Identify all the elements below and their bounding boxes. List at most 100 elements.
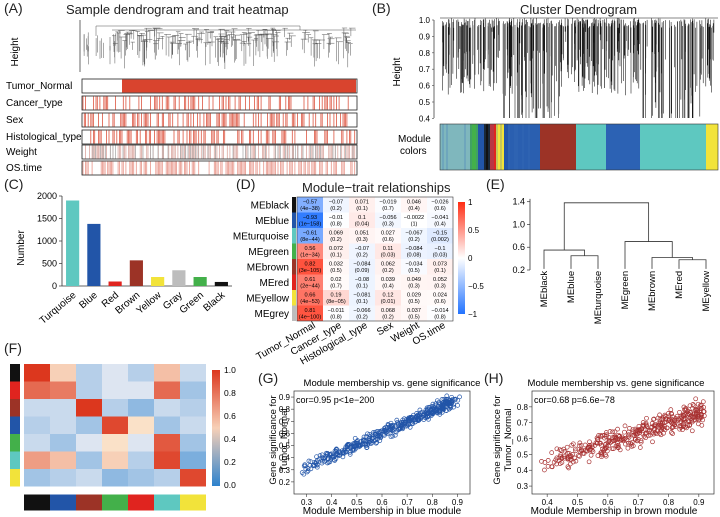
scatter-point [682, 407, 687, 413]
row-module-color [10, 469, 20, 487]
row-color-megreen [292, 243, 296, 259]
scatter-point [392, 432, 398, 438]
leaf-mered: MEred [674, 271, 685, 299]
scatter-point [620, 435, 626, 441]
module-color-frame [439, 123, 719, 171]
heat-cell [375, 228, 401, 244]
scatter-point [622, 429, 627, 435]
scatter-point [551, 459, 557, 465]
cell-correlation: 0.052 [433, 277, 447, 283]
adjacency-cell [50, 451, 76, 469]
panel-b-ytick: 0.8 [419, 49, 431, 58]
leaf-meblack: MEblack [539, 271, 550, 308]
scatter-point [680, 413, 686, 418]
panel-d-title: Module−trait relationships [302, 180, 451, 195]
panel-e-ytick: 0.2 [512, 265, 525, 275]
scatter-point [455, 397, 461, 403]
cell-pvalue: (0.1) [356, 206, 368, 212]
adjacency-cell [180, 416, 206, 434]
panel-g: Module membership vs. gene significance … [268, 378, 480, 517]
ytick-label: 0.7 [517, 419, 529, 428]
cell-correlation: 0.12 [383, 293, 394, 299]
xtick-label: 0.8 [663, 498, 675, 507]
heat-cell [375, 197, 401, 213]
panel-e-leaf-labels: MEblack MEblue MEturquoise MEgreen MEbrown ME… [539, 271, 712, 325]
scatter-point [320, 458, 325, 464]
panel-e-ytick: 1.0 [512, 219, 525, 229]
scatter-point [347, 452, 353, 457]
scatter-point [697, 408, 703, 413]
heat-cell [323, 259, 349, 275]
scatter-point [674, 413, 680, 419]
scatter-point [361, 434, 367, 440]
ytick-label: 0.5 [517, 450, 529, 459]
panel-d-row-labels: MEblack MEblue MEturquoise MEgreen MEbrown ME… [233, 200, 290, 320]
scatter-point [613, 436, 619, 441]
cell-pvalue: (0.5) [408, 299, 420, 305]
col-module-color [76, 494, 102, 511]
scatter-point [680, 427, 685, 433]
scatter-point [408, 415, 413, 421]
col-module-color [50, 494, 76, 511]
cell-pvalue: (1) [411, 221, 418, 227]
scatter-point [558, 452, 564, 458]
scatter-point [689, 428, 695, 434]
adjacency-cell [102, 451, 128, 469]
heat-cell [427, 305, 453, 321]
cell-correlation: 0.071 [355, 200, 369, 206]
colorbar-tick: −1 [468, 310, 478, 319]
cell-pvalue: (1e−34) [300, 252, 320, 258]
scatter-point [570, 441, 576, 447]
bar-label-black: Black [202, 289, 229, 314]
module-color-segment [496, 124, 504, 170]
heat-cell [297, 197, 323, 213]
scatter-point [301, 463, 307, 469]
cell-correlation: −0.07 [329, 200, 343, 206]
cell-correlation: 0.073 [433, 262, 447, 268]
scatter-point [661, 430, 666, 436]
scatter-point [428, 406, 434, 412]
xtick-label: 0.7 [633, 498, 645, 507]
cell-correlation: 0.81 [305, 308, 316, 314]
module-color-segment [484, 124, 490, 170]
panel-c-ytick-label: 1000 [37, 236, 57, 246]
panel-b-yticks: 1.0 0.9 0.8 0.7 0.6 0.5 0.4 [419, 16, 434, 123]
cell-pvalue: (0.8) [434, 314, 446, 320]
cell-correlation: 0.032 [329, 262, 343, 268]
scatter-point [584, 448, 589, 454]
cell-pvalue: (0.4) [434, 221, 446, 227]
cell-correlation: −0.011 [328, 308, 345, 314]
xtick-label: 0.4 [542, 498, 554, 507]
panel-b-ytick: 0.4 [419, 114, 431, 123]
row-label-meturquoise: MEturquoise [233, 231, 290, 242]
module-color-segment [440, 124, 470, 170]
scatter-point [441, 405, 446, 410]
scatter-point [672, 417, 677, 423]
cell-correlation: 0.027 [381, 231, 395, 237]
panel-b: Height 1.0 0.9 0.8 0.7 0.6 0.5 0.4 Module colo… [392, 16, 719, 171]
cell-correlation: −0.084 [353, 262, 370, 268]
cell-pvalue: (0.1) [356, 283, 368, 289]
ytick-label: 0.4 [279, 454, 291, 463]
colorbar-tick: 1 [468, 198, 473, 207]
trait-label-weight: Weight [6, 147, 37, 158]
scatter-point [691, 403, 697, 409]
scatter-point [640, 431, 646, 437]
cell-pvalue: (0.2) [382, 314, 394, 320]
heat-cell [427, 243, 453, 259]
adjacency-cell [24, 381, 50, 399]
scatter-point [576, 443, 582, 449]
scatter-point [651, 423, 657, 428]
panel-e-ytick: 0.6 [512, 242, 525, 252]
cell-pvalue: (8e−05) [326, 299, 346, 305]
cell-correlation: −0.15 [433, 231, 447, 237]
heat-cell [401, 259, 427, 275]
scatter-point [652, 421, 658, 427]
sample-dendrogram-branches [83, 25, 356, 69]
leaf-megreen: MEgreen [620, 271, 631, 310]
panel-b-dendrogram [440, 17, 718, 118]
panel-letter-g: (G) [258, 370, 279, 386]
cell-correlation: −0.014 [431, 308, 448, 314]
adjacency-cell [102, 399, 128, 417]
